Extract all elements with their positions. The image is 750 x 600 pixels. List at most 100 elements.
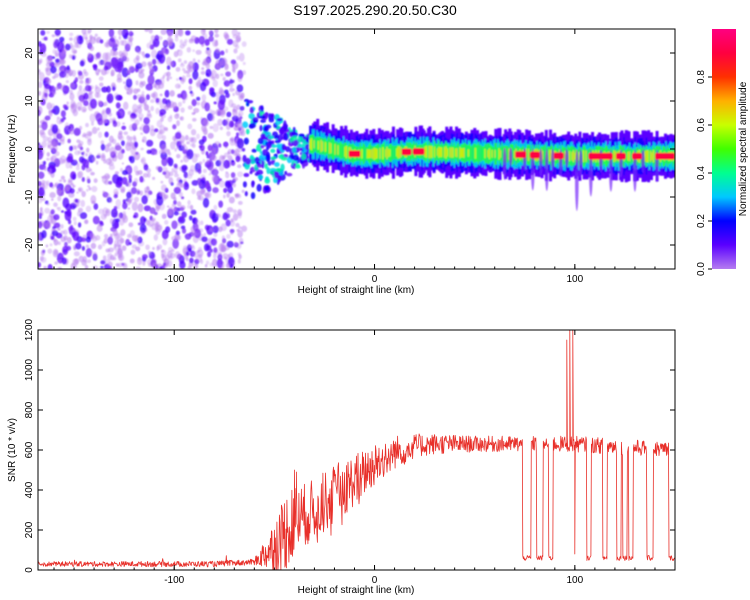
spectrogram-cell	[222, 253, 228, 258]
spectrogram-cell	[213, 232, 218, 238]
spectrogram-streak	[609, 149, 613, 192]
spectrogram-cell	[232, 39, 239, 48]
spectrogram-cell	[77, 222, 82, 228]
spectrogram-cell	[164, 220, 169, 225]
spectrogram-cell	[228, 120, 235, 128]
spectrogram-cell	[196, 133, 200, 140]
spectrogram-cell	[162, 262, 167, 267]
spectrogram-cell	[292, 146, 297, 154]
colorbar-tick-label: 0.8	[696, 70, 707, 84]
spectrogram-streak	[579, 149, 583, 178]
spectrogram-cell	[257, 174, 264, 180]
spectrogram-cell	[69, 224, 74, 230]
spectrogram-cell	[156, 245, 160, 251]
spectrogram-cell	[150, 105, 154, 112]
spectrogram-cell	[154, 151, 158, 155]
spectrogram-cell	[162, 238, 168, 246]
spectrogram-cell	[80, 98, 85, 103]
spectrogram-cell	[294, 165, 301, 169]
spectrogram-cell	[141, 90, 145, 95]
spectrogram-cell	[75, 165, 80, 171]
spectrogram-cell	[223, 89, 229, 94]
spectrogram-cell	[38, 261, 42, 268]
spectrogram-cell	[121, 39, 128, 47]
spectrogram-cell	[136, 88, 141, 93]
spectrogram-cell	[212, 123, 219, 133]
spectrogram-cell	[117, 151, 124, 160]
spectrogram-cell	[38, 81, 43, 89]
spectrogram-cell	[155, 107, 160, 115]
spectrogram-cell	[242, 70, 247, 76]
spectrogram-cell	[269, 167, 277, 172]
spectrogram-cell	[39, 43, 47, 54]
spectrogram-cell	[109, 233, 113, 238]
spectrogram-cell	[188, 215, 193, 221]
spectrogram-cell	[179, 116, 183, 121]
spectrogram-cell	[118, 35, 122, 40]
spectrogram-streak	[502, 147, 507, 181]
spectrogram-cell	[184, 39, 188, 43]
spectrogram-cell	[122, 211, 127, 216]
snr-ytick-label: 0	[24, 567, 35, 573]
spectrogram-cell	[79, 146, 84, 151]
spectrogram-cell	[259, 124, 263, 132]
spectrogram-cell	[137, 203, 144, 213]
spectrogram-cell	[88, 152, 93, 157]
spectrogram-cell	[233, 48, 238, 54]
spectrogram-cell	[85, 247, 92, 258]
spectrogram-cell	[73, 251, 80, 257]
spectrogram-cell	[97, 131, 103, 139]
spectrogram-cell	[266, 145, 270, 151]
spectrogram-cell	[180, 141, 185, 148]
spectrogram-cell	[210, 238, 217, 246]
spectrogram-cell	[187, 247, 192, 253]
spectrogram-cell	[173, 200, 177, 205]
spectrogram-cell	[66, 156, 74, 163]
spectrogram-cell	[41, 230, 47, 239]
spectrogram-cell	[141, 61, 147, 68]
spectrogram-cell	[186, 70, 191, 75]
spectrogram-cell	[136, 257, 143, 266]
spectrogram-cell	[137, 50, 142, 55]
spectrogram-cell	[64, 122, 70, 130]
spectrogram-cell	[70, 99, 76, 108]
spectrogram-cell	[90, 171, 95, 176]
spectrogram-cell	[260, 133, 266, 140]
spectrogram-cell	[108, 180, 113, 185]
spectrogram-cell	[96, 152, 102, 159]
spectrogram-cell	[183, 93, 188, 101]
spectrogram-cell	[137, 170, 143, 175]
spectrogram-cell	[190, 128, 197, 136]
spectrogram-cell	[212, 253, 217, 259]
spectrogram-cell	[274, 162, 280, 167]
spectrogram-cell	[102, 190, 106, 194]
spectrogram-cell	[101, 240, 106, 247]
spectrogram-cell	[174, 33, 179, 38]
spectrogram-cell	[217, 99, 225, 111]
spectrogram-cell	[135, 188, 141, 196]
spectrogram-cell	[266, 167, 271, 175]
spectrogram-cell	[88, 186, 92, 191]
spectrogram-cell	[103, 233, 109, 239]
spectrogram-cell	[238, 52, 245, 62]
spectrogram-cell	[198, 139, 205, 145]
spectrogram-cell	[141, 254, 148, 260]
spectrogram-cell	[60, 118, 65, 123]
spectrogram-cell	[243, 137, 249, 145]
spectrogram-cell	[194, 219, 201, 229]
spectrogram-cell	[133, 165, 139, 173]
colorbar-tick-label: 0.2	[696, 214, 707, 228]
spectrogram-cell	[241, 189, 245, 194]
spectrogram-cell	[122, 199, 126, 204]
spectrogram-cell	[89, 45, 95, 51]
spectrogram-cell	[60, 110, 66, 118]
spectrogram-cell	[214, 41, 219, 47]
spectrogram-cell	[199, 188, 206, 194]
spectrogram-cell	[204, 182, 211, 190]
spectrogram-cell	[81, 176, 85, 182]
spectrogram-cell	[236, 37, 241, 42]
spectrogram-cell	[131, 244, 137, 249]
spectrogram-cell	[67, 219, 72, 225]
spectrogram-cell	[158, 129, 164, 134]
spectrogram-cell	[38, 90, 41, 96]
